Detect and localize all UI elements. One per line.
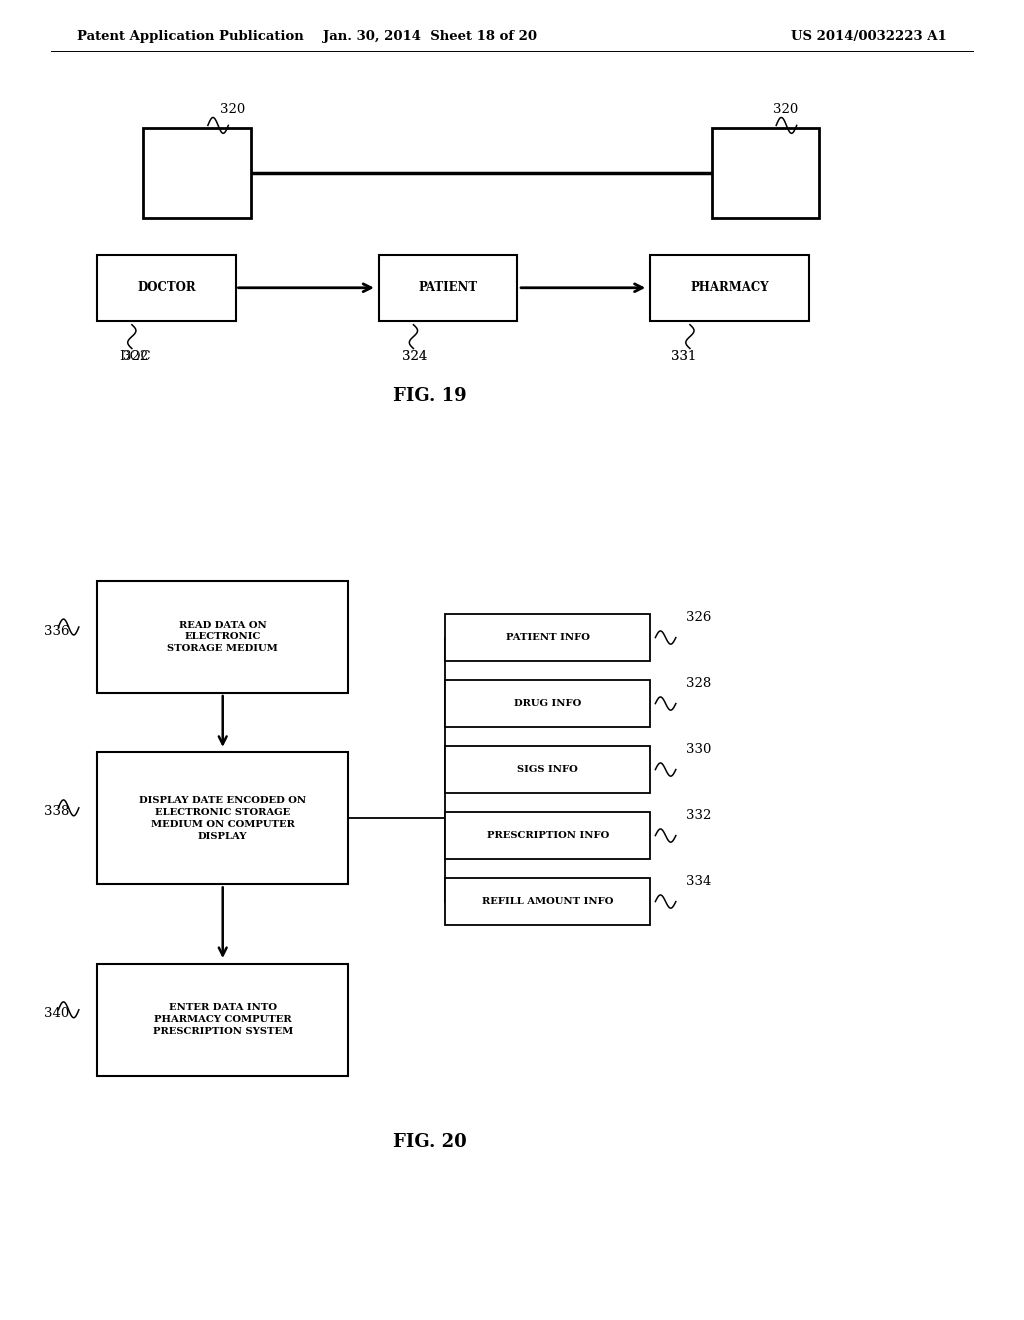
FancyBboxPatch shape <box>97 964 348 1076</box>
Text: 336: 336 <box>44 624 70 638</box>
Text: US 2014/0032223 A1: US 2014/0032223 A1 <box>792 30 947 44</box>
Text: 338: 338 <box>44 805 70 818</box>
FancyBboxPatch shape <box>379 255 517 321</box>
Text: PHARMACY: PHARMACY <box>690 281 769 294</box>
Text: FIG. 19: FIG. 19 <box>393 387 467 405</box>
Text: Patent Application Publication: Patent Application Publication <box>77 30 303 44</box>
Text: 332: 332 <box>686 809 712 822</box>
FancyBboxPatch shape <box>97 752 348 884</box>
FancyBboxPatch shape <box>445 614 650 661</box>
Text: 331: 331 <box>672 350 696 363</box>
Text: REFILL AMOUNT INFO: REFILL AMOUNT INFO <box>482 898 613 906</box>
Text: DOC: DOC <box>120 350 151 363</box>
FancyBboxPatch shape <box>143 128 251 218</box>
FancyBboxPatch shape <box>445 878 650 925</box>
FancyBboxPatch shape <box>97 581 348 693</box>
Text: Jan. 30, 2014  Sheet 18 of 20: Jan. 30, 2014 Sheet 18 of 20 <box>324 30 537 44</box>
Text: 331: 331 <box>672 350 696 363</box>
Text: 331: 331 <box>672 350 696 363</box>
Text: READ DATA ON
ELECTRONIC
STORAGE MEDIUM: READ DATA ON ELECTRONIC STORAGE MEDIUM <box>167 620 279 653</box>
FancyBboxPatch shape <box>650 255 809 321</box>
Text: 330: 330 <box>686 743 712 756</box>
FancyBboxPatch shape <box>445 680 650 727</box>
Text: ENTER DATA INTO
PHARMACY COMPUTER
PRESCRIPTION SYSTEM: ENTER DATA INTO PHARMACY COMPUTER PRESCR… <box>153 1003 293 1036</box>
Text: 322: 322 <box>123 350 147 363</box>
Text: 320: 320 <box>773 103 799 116</box>
Text: PATIENT INFO: PATIENT INFO <box>506 634 590 642</box>
Text: 324: 324 <box>402 350 427 363</box>
Text: 334: 334 <box>686 875 712 888</box>
Text: 324: 324 <box>402 350 427 363</box>
Text: 322: 322 <box>123 350 147 363</box>
Text: 320: 320 <box>220 103 246 116</box>
Text: FIG. 20: FIG. 20 <box>393 1133 467 1151</box>
FancyBboxPatch shape <box>445 812 650 859</box>
Text: 326: 326 <box>686 611 712 624</box>
Text: 328: 328 <box>686 677 712 690</box>
Text: DRUG INFO: DRUG INFO <box>514 700 582 708</box>
Text: SIGS INFO: SIGS INFO <box>517 766 579 774</box>
Text: PATIENT: PATIENT <box>419 281 477 294</box>
Text: DISPLAY DATE ENCODED ON
ELECTRONIC STORAGE
MEDIUM ON COMPUTER
DISPLAY: DISPLAY DATE ENCODED ON ELECTRONIC STORA… <box>139 796 306 841</box>
FancyBboxPatch shape <box>97 255 236 321</box>
Text: DOCTOR: DOCTOR <box>137 281 196 294</box>
Text: 324: 324 <box>402 350 427 363</box>
Text: 340: 340 <box>44 1007 70 1020</box>
Text: PRESCRIPTION INFO: PRESCRIPTION INFO <box>486 832 609 840</box>
FancyBboxPatch shape <box>712 128 819 218</box>
FancyBboxPatch shape <box>445 746 650 793</box>
